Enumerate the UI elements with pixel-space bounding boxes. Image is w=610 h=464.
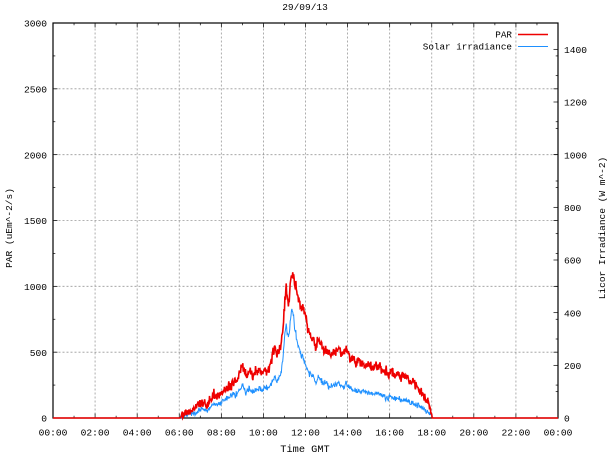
svg-text:Solar irradiance: Solar irradiance — [423, 42, 512, 53]
svg-text:PAR: PAR — [495, 30, 512, 41]
